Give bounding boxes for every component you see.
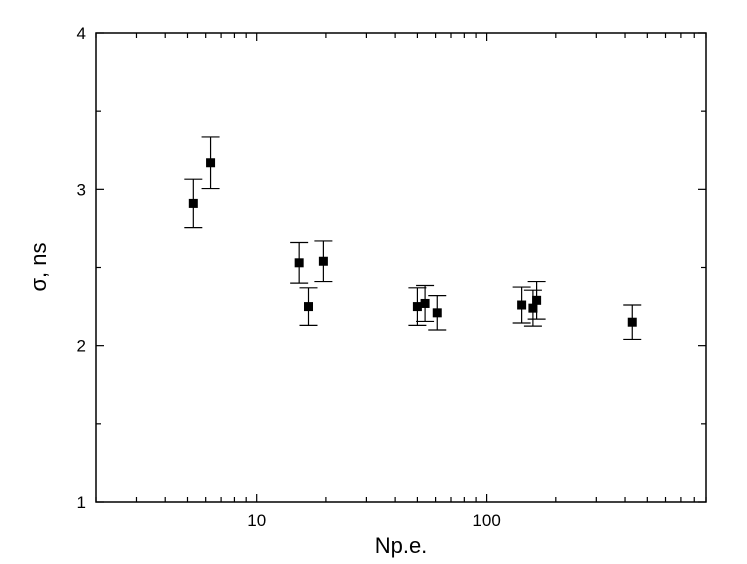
plot-frame	[95, 32, 707, 503]
data-point	[532, 295, 542, 305]
data-point	[188, 198, 198, 208]
y-tick-label: 2	[77, 337, 86, 356]
x-tick-label: 10	[247, 511, 266, 530]
data-point	[528, 303, 538, 313]
data-point	[318, 256, 328, 266]
data-point	[206, 158, 216, 168]
y-tick-label: 1	[77, 493, 86, 512]
data-point	[517, 300, 527, 310]
y-tick-label: 3	[77, 180, 86, 199]
data-point	[432, 308, 442, 318]
y-axis-label: σ, ns	[26, 242, 51, 291]
x-axis-label: Np.e.	[375, 533, 428, 558]
data-point	[412, 302, 422, 312]
data-point	[304, 302, 314, 312]
data-point	[420, 298, 430, 308]
axis-ticks	[95, 32, 707, 503]
data-point	[627, 317, 637, 327]
tick-labels: 10 100 1 2 3 4	[77, 24, 501, 530]
data-points	[184, 136, 642, 341]
data-point	[294, 258, 304, 268]
x-tick-label: 100	[472, 511, 500, 530]
y-tick-label: 4	[77, 24, 86, 43]
